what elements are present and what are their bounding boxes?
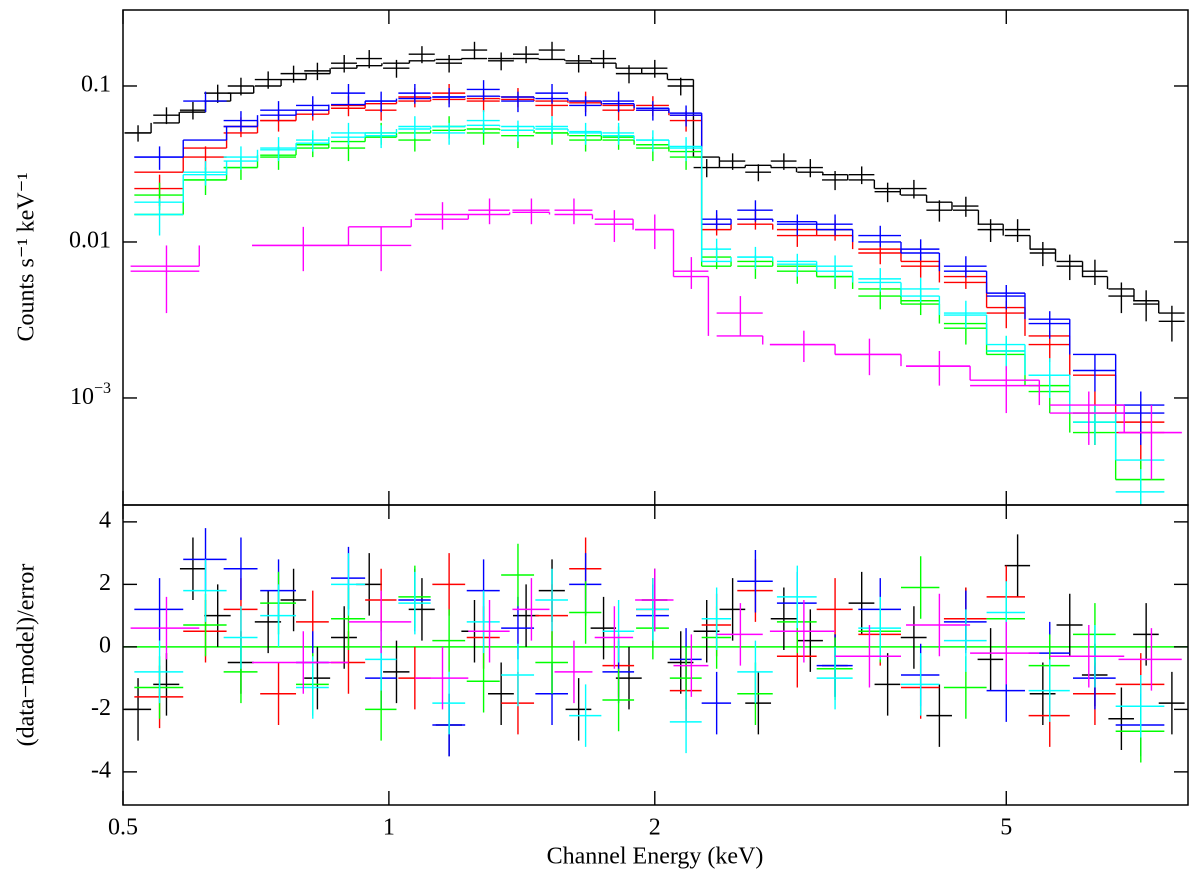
y-tick-label: -4 <box>91 757 111 783</box>
top-panel <box>124 41 1185 505</box>
top-frame <box>122 9 1189 506</box>
x-axis-label: Channel Energy (keV) <box>547 844 764 870</box>
axes: 0.5 1 2 5 0.1 0.01 10−3 -4 -2 0 2 4 <box>69 10 1188 841</box>
y-tick-label: 10−3 <box>70 380 111 410</box>
y-tick-label: 0 <box>99 632 111 658</box>
y-axis-label: Counts s⁻¹ keV⁻¹ <box>14 172 40 341</box>
y-tick-label: 4 <box>99 507 111 533</box>
y-tick-label: 2 <box>99 570 111 596</box>
y-tick-label: 0.01 <box>69 227 111 253</box>
y-axis-label: (data−model)/error <box>14 564 40 747</box>
y-tick-label: 0.1 <box>81 71 111 97</box>
bottom-panel <box>123 528 1188 763</box>
x-tick-label: 1 <box>383 815 395 841</box>
x-tick-label: 0.5 <box>108 815 138 841</box>
y-tick-label: -2 <box>91 695 111 721</box>
x-tick-label: 2 <box>649 815 661 841</box>
x-tick-label: 5 <box>1000 815 1012 841</box>
bottom-frame <box>122 504 1189 806</box>
